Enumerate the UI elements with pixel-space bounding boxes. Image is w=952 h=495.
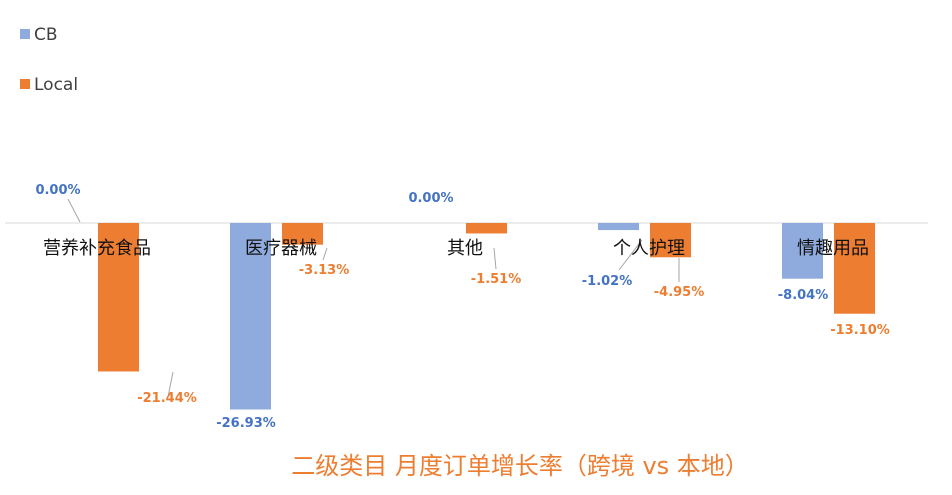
leader-line-cb-0 [67,198,81,223]
data-labels: 0.00% -21.44% -26.93% -3.13% 0.00% -1.51% -1.0… [35,183,889,431]
bar-cb-3 [598,223,639,231]
bar-local-4 [834,223,875,314]
data-label-local-0: -21.44% [137,391,197,406]
legend-item-local: Local [20,75,78,95]
legend: CB Local [20,25,78,95]
data-label-local-1: -3.13% [299,263,350,278]
data-label-cb-3: -1.02% [582,274,633,289]
leader-line-cb-3 [618,239,643,271]
data-label-local-4: -13.10% [830,323,890,338]
leader-line-local-2 [493,247,497,270]
leader-line-local-0 [167,371,174,398]
data-label-cb-0: 0.00% [35,183,80,198]
legend-swatch-cb [20,29,30,39]
data-label-cb-4: -8.04% [778,288,829,303]
category-label-4: 情趣用品 [797,238,869,259]
category-label-2: 其他 [447,238,483,259]
bars [98,223,875,410]
leader-lines [67,198,680,398]
legend-label-cb: CB [34,25,58,45]
category-labels: 营养补充食品 医疗器械 其他 个人护理 情趣用品 [43,238,869,259]
data-label-cb-2: 0.00% [408,191,453,206]
bar-local-3 [650,223,691,258]
chart-title: 二级类目 月度订单增长率（跨境 vs 本地） [291,452,749,480]
legend-item-cb: CB [20,25,58,45]
legend-swatch-local [20,79,30,89]
data-label-local-2: -1.51% [471,272,522,287]
leader-line-local-1 [322,247,328,261]
category-label-3: 个人护理 [613,238,685,259]
category-label-0: 营养补充食品 [43,238,151,259]
bar-local-2 [466,223,507,234]
bar-cb-4 [782,223,823,279]
data-label-local-3: -4.95% [654,285,705,300]
data-label-cb-1: -26.93% [216,416,276,431]
bar-local-0 [98,223,139,372]
bar-local-1 [282,223,323,245]
legend-label-local: Local [34,75,78,95]
category-label-1: 医疗器械 [245,238,317,259]
bar-cb-1 [230,223,271,410]
